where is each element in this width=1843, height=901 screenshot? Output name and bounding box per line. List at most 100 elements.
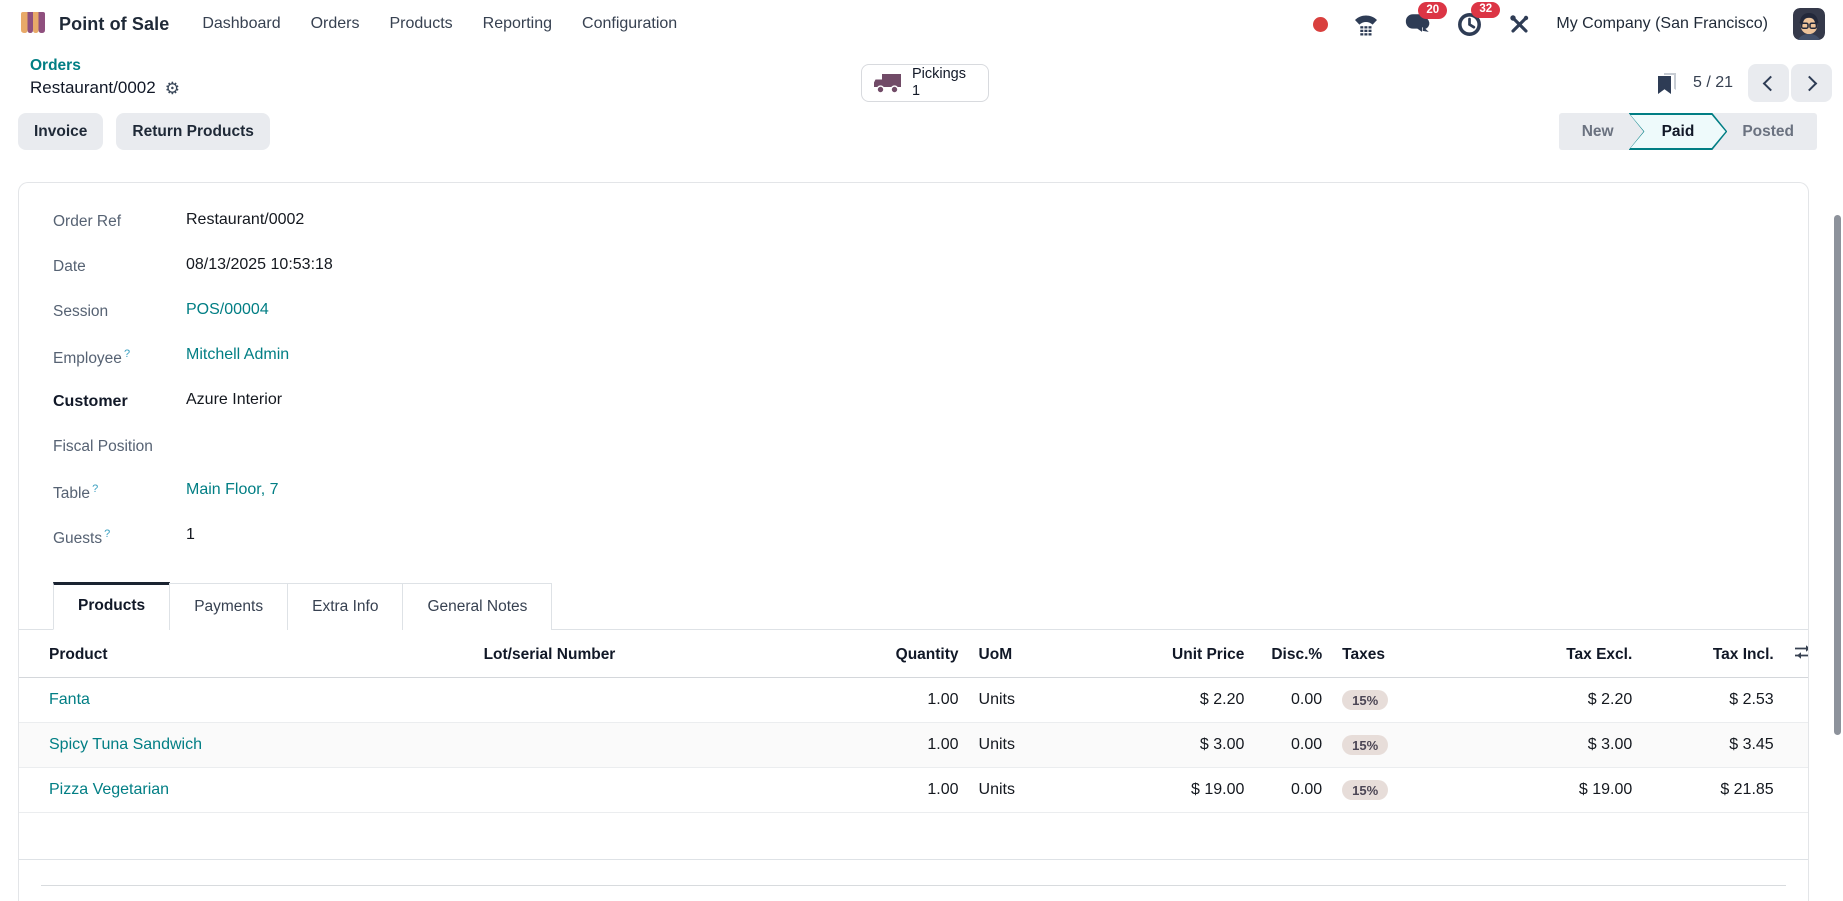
col-discount[interactable]: Disc.% [1254, 630, 1333, 678]
quantity-cell: 1.00 [776, 767, 969, 813]
date-value[interactable]: 08/13/2025 10:53:18 [186, 256, 333, 273]
table-header-row: Product Lot/serial Number Quantity UoM U… [19, 630, 1808, 678]
product-link[interactable]: Fanta [49, 691, 90, 708]
products-table: Product Lot/serial Number Quantity UoM U… [19, 630, 1808, 860]
pager-previous-button[interactable] [1748, 64, 1789, 102]
col-unit-price[interactable]: Unit Price [1099, 630, 1255, 678]
pos-awning-icon [20, 11, 49, 38]
chevron-right-icon [1801, 75, 1818, 91]
tax-badge: 15% [1342, 690, 1389, 710]
help-marker-icon: ? [104, 528, 111, 540]
tax-incl-cell: $ 3.45 [1642, 722, 1784, 768]
table-row[interactable]: Fanta 1.00 Units $ 2.20 0.00 15% $ 2.20 … [19, 678, 1808, 723]
tax-excl-cell: $ 19.00 [1493, 767, 1643, 813]
invoice-button[interactable]: Invoice [18, 113, 104, 150]
product-link[interactable]: Pizza Vegetarian [49, 781, 170, 798]
help-marker-icon: ? [92, 483, 99, 495]
pager-counter: 5 / 21 [1692, 74, 1733, 91]
menu-configuration[interactable]: Configuration [582, 15, 678, 32]
chevron-left-icon [1762, 75, 1779, 91]
vertical-scrollbar[interactable] [1834, 215, 1841, 735]
totals-divider [41, 885, 1786, 886]
field-customer: Customer Azure Interior [19, 391, 1808, 436]
col-tax-incl[interactable]: Tax Incl. [1642, 630, 1784, 678]
menu-products[interactable]: Products [389, 15, 453, 32]
main-menubar: Dashboard Orders Products Reporting Conf… [187, 7, 692, 41]
breadcrumb-current-record: Restaurant/0002 [30, 78, 156, 98]
systray: 20 32 My Company (San Francisco) [1313, 1, 1829, 40]
tax-excl-cell: $ 3.00 [1493, 722, 1643, 768]
pickings-stat-button[interactable]: Pickings 1 [861, 64, 989, 102]
status-posted[interactable]: Posted [1742, 122, 1794, 140]
guests-label: Guests? [53, 528, 111, 548]
lot-cell [474, 678, 777, 723]
order-ref-value[interactable]: Restaurant/0002 [186, 211, 305, 228]
tab-payments[interactable]: Payments [169, 583, 289, 630]
table-row[interactable]: Spicy Tuna Sandwich 1.00 Units $ 3.00 0.… [19, 722, 1808, 768]
col-tax-excl[interactable]: Tax Excl. [1493, 630, 1643, 678]
optional-columns-icon[interactable] [1794, 644, 1808, 660]
order-ref-label: Order Ref [53, 213, 122, 230]
form-status-row: Invoice Return Products New Paid Posted [0, 113, 1843, 150]
notebook-tabs: Products Payments Extra Info General Not… [19, 582, 1808, 630]
table-link[interactable]: Main Floor, 7 [186, 481, 279, 498]
col-lot-serial[interactable]: Lot/serial Number [473, 630, 777, 678]
quantity-cell: 1.00 [927, 691, 959, 708]
pager-next-button[interactable] [1791, 64, 1832, 102]
tax-incl-cell: $ 21.85 [1642, 767, 1784, 813]
unit-price-cell: $ 3.00 [1099, 722, 1255, 768]
tax-incl-cell: $ 2.53 [1729, 691, 1774, 708]
user-avatar[interactable] [1793, 8, 1825, 40]
discount-cell: 0.00 [1291, 691, 1323, 708]
uom-cell: Units [968, 767, 1100, 813]
field-date: Date 08/13/2025 10:53:18 [19, 256, 1808, 301]
discount-cell: 0.00 [1254, 722, 1333, 768]
return-products-button[interactable]: Return Products [116, 113, 270, 150]
menu-dashboard[interactable]: Dashboard [202, 15, 281, 32]
app-switcher[interactable]: Point of Sale [14, 7, 175, 42]
breadcrumb-orders-link[interactable]: Orders [30, 57, 81, 74]
company-switcher[interactable]: My Company (San Francisco) [1556, 15, 1768, 32]
pickings-label: Pickings [912, 66, 966, 83]
field-group: Order Ref Restaurant/0002 Date 08/13/202… [19, 183, 1808, 571]
pickings-count: 1 [912, 83, 921, 99]
status-new[interactable]: New [1581, 122, 1614, 140]
top-navbar: Point of Sale Dashboard Orders Products … [0, 0, 1843, 48]
col-uom[interactable]: UoM [968, 630, 1100, 678]
lot-cell [473, 767, 777, 813]
recording-indicator-dot[interactable] [1313, 16, 1329, 32]
menu-reporting[interactable]: Reporting [482, 15, 553, 32]
guests-value[interactable]: 1 [186, 526, 195, 543]
menu-orders[interactable]: Orders [310, 15, 360, 32]
col-taxes[interactable]: Taxes [1332, 630, 1494, 678]
session-link[interactable]: POS/00004 [186, 301, 269, 318]
status-paid-active[interactable]: Paid [1629, 113, 1728, 150]
tab-products[interactable]: Products [53, 582, 171, 630]
col-quantity[interactable]: Quantity [776, 630, 969, 678]
table-row[interactable]: Pizza Vegetarian 1.00 Units $ 19.00 0.00… [19, 767, 1808, 813]
tab-extra-info[interactable]: Extra Info [287, 583, 404, 630]
tab-general-notes[interactable]: General Notes [402, 583, 553, 630]
col-product[interactable]: Product [19, 630, 474, 678]
quantity-cell: 1.00 [776, 722, 969, 768]
statusbar: New Paid Posted [1558, 113, 1817, 150]
fiscal-position-value[interactable] [186, 436, 426, 456]
uom-cell: Units [968, 722, 1100, 768]
empty-row[interactable] [19, 812, 1808, 860]
messages-badge: 20 [1418, 2, 1448, 19]
unit-price-cell: $ 2.20 [1199, 691, 1245, 708]
pager-area: 5 / 21 [1656, 64, 1832, 102]
customer-value[interactable]: Azure Interior [186, 391, 283, 408]
action-gear-icon[interactable]: ⚙ [164, 78, 180, 98]
messages-icon[interactable]: 20 [1404, 2, 1448, 36]
help-marker-icon: ? [123, 348, 131, 360]
debug-tools-icon[interactable] [1507, 12, 1531, 36]
product-link[interactable]: Spicy Tuna Sandwich [49, 736, 202, 753]
form-sheet: Order Ref Restaurant/0002 Date 08/13/202… [18, 182, 1809, 901]
activities-clock-icon[interactable]: 32 [1457, 1, 1501, 37]
date-label: Date [53, 258, 86, 275]
phone-icon[interactable] [1353, 11, 1379, 37]
employee-link[interactable]: Mitchell Admin [186, 346, 290, 363]
bookmark-icon[interactable] [1656, 72, 1678, 95]
tax-excl-cell: $ 2.20 [1587, 691, 1633, 708]
